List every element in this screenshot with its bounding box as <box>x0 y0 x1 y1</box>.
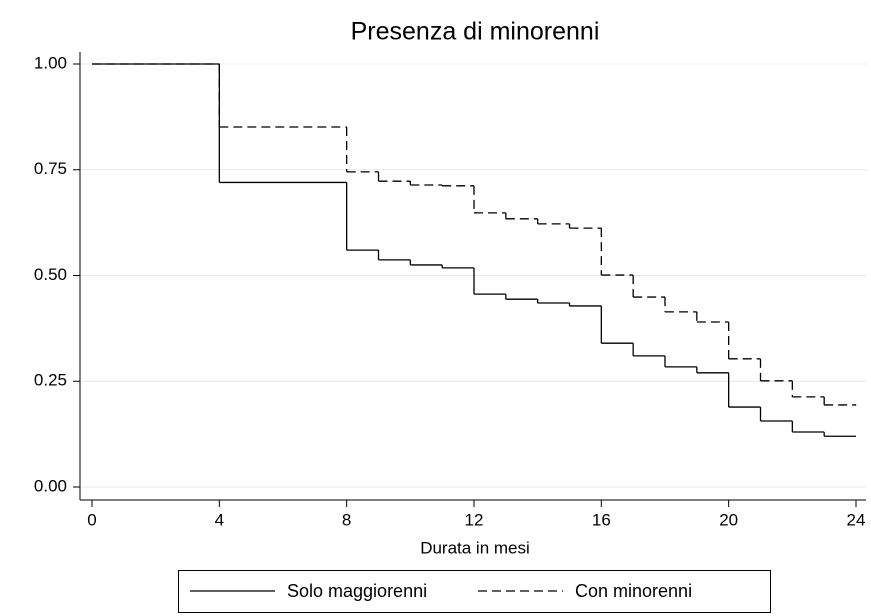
x-tick-label: 8 <box>342 510 351 529</box>
chart-title: Presenza di minorenni <box>351 18 600 46</box>
x-tick-label: 0 <box>87 510 96 529</box>
legend-box <box>178 570 771 613</box>
x-tick-label: 20 <box>719 510 738 529</box>
x-tick-label: 4 <box>215 510 224 529</box>
y-tick-label: 0.75 <box>34 159 67 178</box>
y-tick-label: 0.00 <box>34 476 67 495</box>
y-tick-label: 1.00 <box>34 53 67 72</box>
legend-label: Solo maggiorenni <box>287 581 427 601</box>
x-tick-label: 16 <box>592 510 611 529</box>
x-tick-label: 12 <box>465 510 484 529</box>
x-tick-label: 24 <box>847 510 866 529</box>
y-tick-label: 0.50 <box>34 265 67 284</box>
x-axis-label: Durata in mesi <box>420 538 530 557</box>
y-tick-label: 0.25 <box>34 371 67 390</box>
legend-label: Con minorenni <box>575 581 692 601</box>
